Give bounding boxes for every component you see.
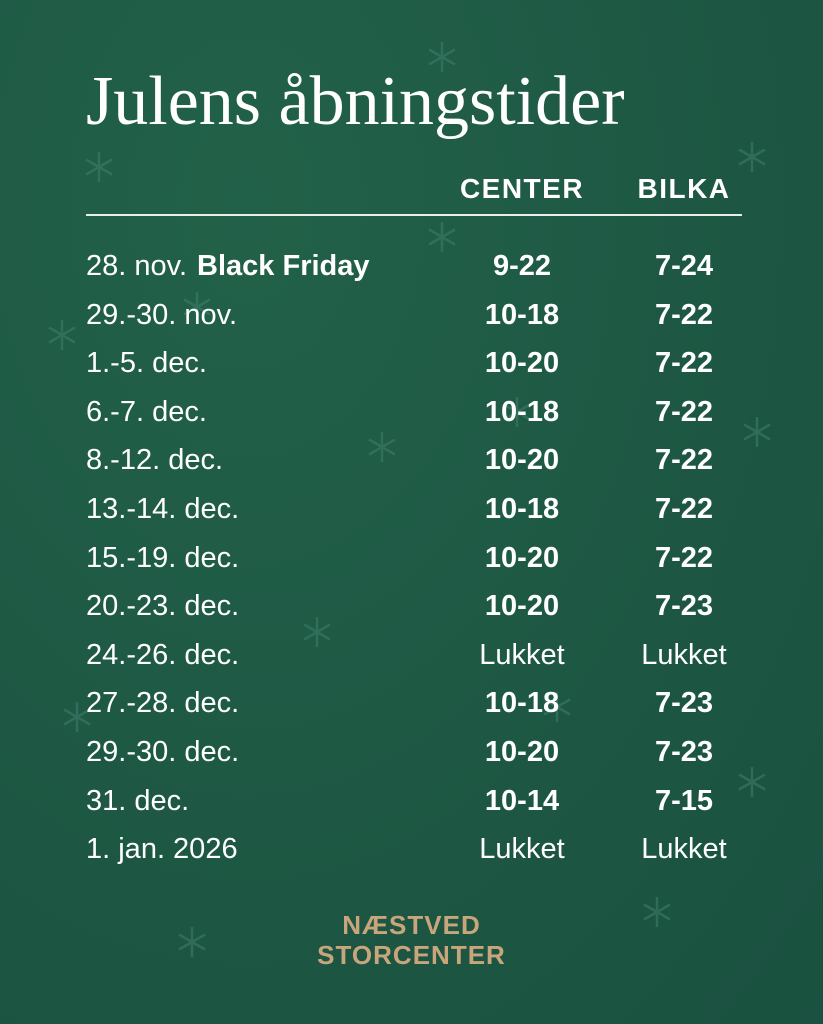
snowflake-icon	[85, 152, 113, 182]
center-hours: Lukket	[479, 833, 565, 866]
date-text: 8.-12. dec.	[86, 444, 224, 477]
event-note: Black Friday	[197, 250, 370, 282]
bilka-hours: 7-23	[654, 687, 714, 720]
center-hours: 10-20	[484, 444, 560, 477]
bilka-hours: 7-22	[654, 444, 714, 477]
bilka-hours: 7-24	[654, 250, 714, 282]
date-label: 29.-30. dec.	[86, 734, 239, 770]
center-hours: 10-20	[484, 347, 560, 380]
table-row: 13.-14. dec. 10-18 7-22	[0, 491, 823, 539]
date-text: 15.-19. dec.	[86, 541, 240, 574]
center-hours: 9-22	[492, 250, 552, 282]
logo: NÆSTVED STORCENTER	[0, 910, 823, 970]
snowflake-icon	[368, 432, 396, 462]
bilka-hours: 7-23	[654, 736, 714, 768]
center-hours: 10-20	[484, 736, 560, 768]
center-hours: 10-18	[484, 395, 560, 428]
snowflake-icon	[743, 417, 771, 447]
snowflake-icon	[543, 692, 571, 722]
date-text: 1. jan. 2026	[86, 833, 238, 866]
date-text: 29.-30. dec.	[86, 736, 240, 768]
table-row: 1.-5. dec. 10-20 7-22	[0, 345, 823, 393]
date-text: 24.-26. dec.	[86, 638, 240, 671]
date-text: 27.-28. dec.	[86, 687, 240, 720]
column-header-bilka: BILKA	[637, 173, 731, 204]
snowflake-icon	[183, 292, 211, 322]
snowflake-icon	[428, 42, 456, 72]
table-row: 31. dec. 10-14 7-15	[0, 783, 823, 831]
date-text: 6.-7. dec.	[86, 395, 207, 428]
table-row: 28. nov. Black Friday 9-22 7-24	[0, 248, 823, 296]
date-label: 6.-7. dec.	[86, 394, 207, 430]
date-label: 1.-5. dec.	[86, 345, 207, 381]
center-hours: 10-20	[484, 590, 560, 623]
bilka-hours: 7-22	[654, 493, 714, 525]
date-label: 8.-12. dec.	[86, 442, 223, 478]
date-label: 27.-28. dec.	[86, 685, 239, 721]
center-hours: 10-14	[484, 784, 560, 817]
snowflake-icon	[643, 897, 671, 927]
date-label: 28. nov. Black Friday	[86, 248, 370, 284]
center-hours: Lukket	[479, 638, 565, 671]
date-label: 13.-14. dec.	[86, 491, 239, 527]
date-text: 29.-30. nov.	[86, 298, 238, 331]
logo-line-1: NÆSTVED	[342, 910, 481, 940]
table-row: 29.-30. nov. 10-18 7-22	[0, 297, 823, 345]
date-label: 29.-30. nov.	[86, 297, 237, 333]
bilka-hours: 7-22	[654, 347, 714, 380]
date-label: 20.-23. dec.	[86, 588, 239, 624]
page-title: Julens åbningstider	[86, 63, 625, 140]
center-hours: 10-18	[484, 298, 560, 331]
center-hours: 10-18	[484, 493, 560, 525]
snowflake-icon	[738, 142, 766, 172]
date-text: 20.-23. dec.	[86, 590, 240, 623]
date-label: 31. dec.	[86, 783, 189, 819]
snowflake-icon	[48, 320, 76, 350]
column-header-center: CENTER	[459, 173, 585, 204]
table-row: 15.-19. dec. 10-20 7-22	[0, 540, 823, 588]
bilka-hours: 7-22	[654, 395, 714, 428]
date-label: 24.-26. dec.	[86, 637, 239, 673]
center-hours: 10-18	[484, 687, 560, 720]
snowflake-icon	[738, 767, 766, 797]
snowflake-icon	[303, 617, 331, 647]
date-text: 1.-5. dec.	[86, 347, 207, 380]
date-text: 31. dec.	[86, 784, 190, 817]
table-row: 24.-26. dec. Lukket Lukket	[0, 637, 823, 685]
bilka-hours: 7-22	[654, 298, 714, 331]
snowflake-icon	[63, 702, 91, 732]
date-text: 28. nov.	[86, 250, 188, 282]
bilka-hours: Lukket	[641, 638, 727, 671]
bilka-hours: 7-15	[654, 784, 714, 817]
header-divider	[86, 214, 742, 216]
snowflake-icon	[428, 222, 456, 252]
snowflake-icon	[503, 397, 531, 427]
snowflake-icon	[178, 927, 206, 957]
bilka-hours: Lukket	[641, 833, 727, 866]
table-row: 8.-12. dec. 10-20 7-22	[0, 442, 823, 490]
bilka-hours: 7-23	[654, 590, 714, 623]
table-row: 27.-28. dec. 10-18 7-23	[0, 685, 823, 733]
bilka-hours: 7-22	[654, 541, 714, 574]
table-row: 6.-7. dec. 10-18 7-22	[0, 394, 823, 442]
date-label: 15.-19. dec.	[86, 540, 239, 576]
date-label: 1. jan. 2026	[86, 831, 238, 867]
table-row: 20.-23. dec. 10-20 7-23	[0, 588, 823, 636]
center-hours: 10-20	[484, 541, 560, 574]
date-text: 13.-14. dec.	[86, 493, 240, 525]
table-row: 29.-30. dec. 10-20 7-23	[0, 734, 823, 782]
table-row: 1. jan. 2026 Lukket Lukket	[0, 831, 823, 879]
logo-line-2: STORCENTER	[317, 940, 506, 970]
